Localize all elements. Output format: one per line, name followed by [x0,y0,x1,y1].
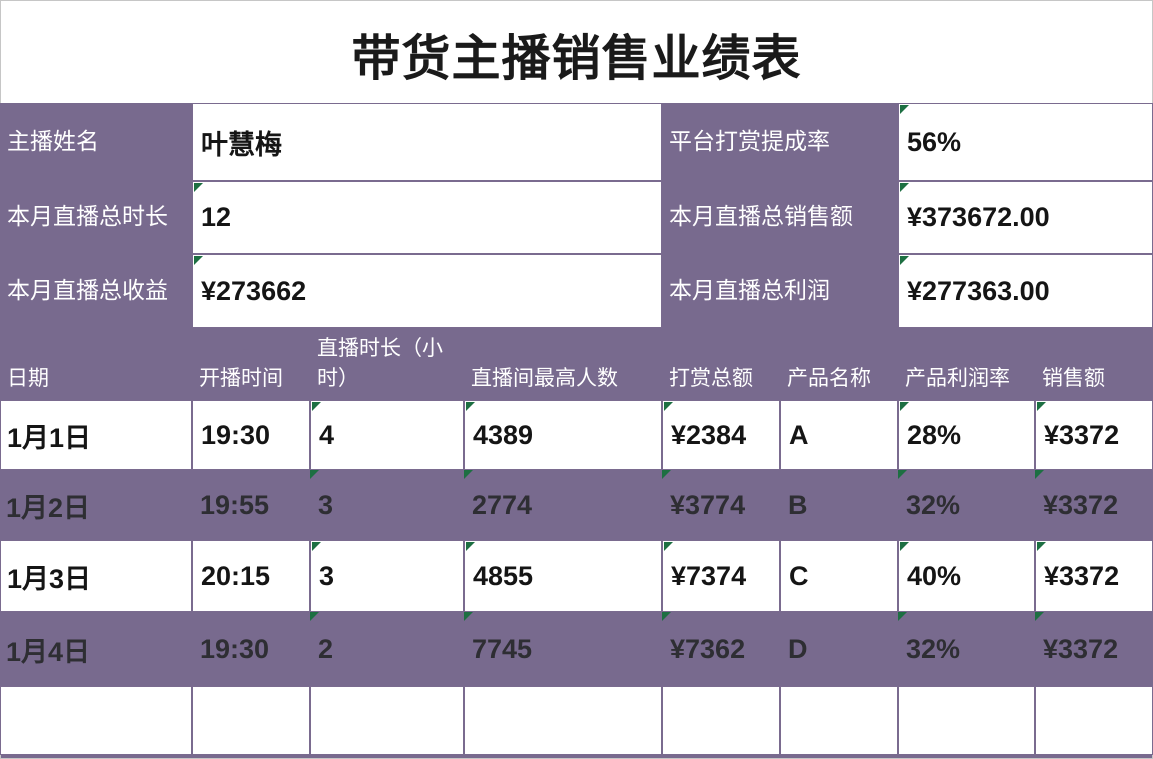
table-cell[interactable]: 7745 [464,612,662,686]
stored-as-text-indicator-icon [664,402,673,411]
stored-as-text-indicator-icon [662,470,671,479]
table-cell[interactable] [310,686,464,755]
table-cell[interactable]: ¥3372 [1035,470,1153,540]
table-cell[interactable]: 19:30 [192,612,310,686]
value-total-income[interactable]: ¥273662 [192,254,662,328]
label-total-profit[interactable]: 本月直播总利润 [662,254,898,328]
table-cell[interactable]: ¥3372 [1035,400,1153,470]
stored-as-text-indicator-icon [194,183,203,192]
stored-as-text-indicator-icon [464,470,473,479]
table-cell[interactable]: 1月1日 [0,400,192,470]
table-cell[interactable]: 19:30 [192,400,310,470]
stored-as-text-indicator-icon [900,402,909,411]
table-cell[interactable]: 4855 [464,540,662,612]
table-cell[interactable] [192,686,310,755]
table-cell[interactable]: C [780,540,898,612]
table-cell[interactable]: ¥3372 [1035,540,1153,612]
stored-as-text-indicator-icon [1037,402,1046,411]
table-cell[interactable]: 40% [898,540,1035,612]
label-tip-commission-rate[interactable]: 平台打赏提成率 [662,103,898,181]
stored-as-text-indicator-icon [662,612,671,621]
table-cell[interactable]: 1月3日 [0,540,192,612]
table-cell[interactable]: ¥2384 [662,400,780,470]
table-cell[interactable]: 32% [898,612,1035,686]
table-cell[interactable]: ¥3774 [662,470,780,540]
table-cell[interactable]: 4389 [464,400,662,470]
stored-as-text-indicator-icon [466,542,475,551]
table-cell[interactable] [662,686,780,755]
table-cell[interactable]: A [780,400,898,470]
value-total-sales[interactable]: ¥373672.00 [898,181,1153,254]
value-tip-commission-rate[interactable]: 56% [898,103,1153,181]
stored-as-text-indicator-icon [898,612,907,621]
stored-as-text-indicator-icon [898,470,907,479]
stored-as-text-indicator-icon [664,542,673,551]
table-cell[interactable]: 2 [310,612,464,686]
table-cell[interactable]: ¥7374 [662,540,780,612]
table-cell[interactable]: 1月4日 [0,612,192,686]
stored-as-text-indicator-icon [900,183,909,192]
table-cell[interactable]: 28% [898,400,1035,470]
table-cell[interactable] [0,686,192,755]
label-host-name[interactable]: 主播姓名 [0,103,192,181]
stored-as-text-indicator-icon [312,402,321,411]
stored-as-text-indicator-icon [900,542,909,551]
header-cell-duration[interactable]: 直播时长（小时） [310,328,464,400]
table-cell[interactable] [464,686,662,755]
table-cell[interactable]: 4 [310,400,464,470]
header-cell-max-viewers[interactable]: 直播间最高人数 [464,328,662,400]
stored-as-text-indicator-icon [1037,542,1046,551]
value-total-live-hours[interactable]: 12 [192,181,662,254]
header-cell-date[interactable]: 日期 [0,328,192,400]
label-total-sales[interactable]: 本月直播总销售额 [662,181,898,254]
stored-as-text-indicator-icon [900,256,909,265]
table-cell[interactable] [1035,686,1153,755]
header-cell-profit-margin[interactable]: 产品利润率 [898,328,1035,400]
header-cell-sales[interactable]: 销售额 [1035,328,1153,400]
stored-as-text-indicator-icon [312,542,321,551]
header-cell-product-name[interactable]: 产品名称 [780,328,898,400]
table-cell[interactable]: D [780,612,898,686]
table-cell[interactable]: ¥3372 [1035,612,1153,686]
stored-as-text-indicator-icon [1035,470,1044,479]
header-cell-start-time[interactable]: 开播时间 [192,328,310,400]
stored-as-text-indicator-icon [900,105,909,114]
sheet-title: 带货主播销售业绩表 [351,31,802,86]
value-host-name[interactable]: 叶慧梅 [192,103,662,181]
table-cell[interactable]: 3 [310,540,464,612]
table-cell[interactable]: 32% [898,470,1035,540]
stored-as-text-indicator-icon [194,256,203,265]
partial-next-row-strip [0,755,1153,759]
table-cell[interactable]: 1月2日 [0,470,192,540]
table-cell[interactable] [780,686,898,755]
label-total-income[interactable]: 本月直播总收益 [0,254,192,328]
sheet-title-cell[interactable]: 带货主播销售业绩表 [0,0,1153,103]
stored-as-text-indicator-icon [1035,612,1044,621]
table-cell[interactable]: 20:15 [192,540,310,612]
table-cell[interactable]: 2774 [464,470,662,540]
stored-as-text-indicator-icon [310,470,319,479]
stored-as-text-indicator-icon [464,612,473,621]
label-total-live-hours[interactable]: 本月直播总时长 [0,181,192,254]
table-cell[interactable] [898,686,1035,755]
table-cell[interactable]: B [780,470,898,540]
table-cell[interactable]: 19:55 [192,470,310,540]
stored-as-text-indicator-icon [466,402,475,411]
table-cell[interactable]: 3 [310,470,464,540]
stored-as-text-indicator-icon [310,612,319,621]
value-total-profit[interactable]: ¥277363.00 [898,254,1153,328]
table-cell[interactable]: ¥7362 [662,612,780,686]
header-cell-tip-total[interactable]: 打赏总额 [662,328,780,400]
